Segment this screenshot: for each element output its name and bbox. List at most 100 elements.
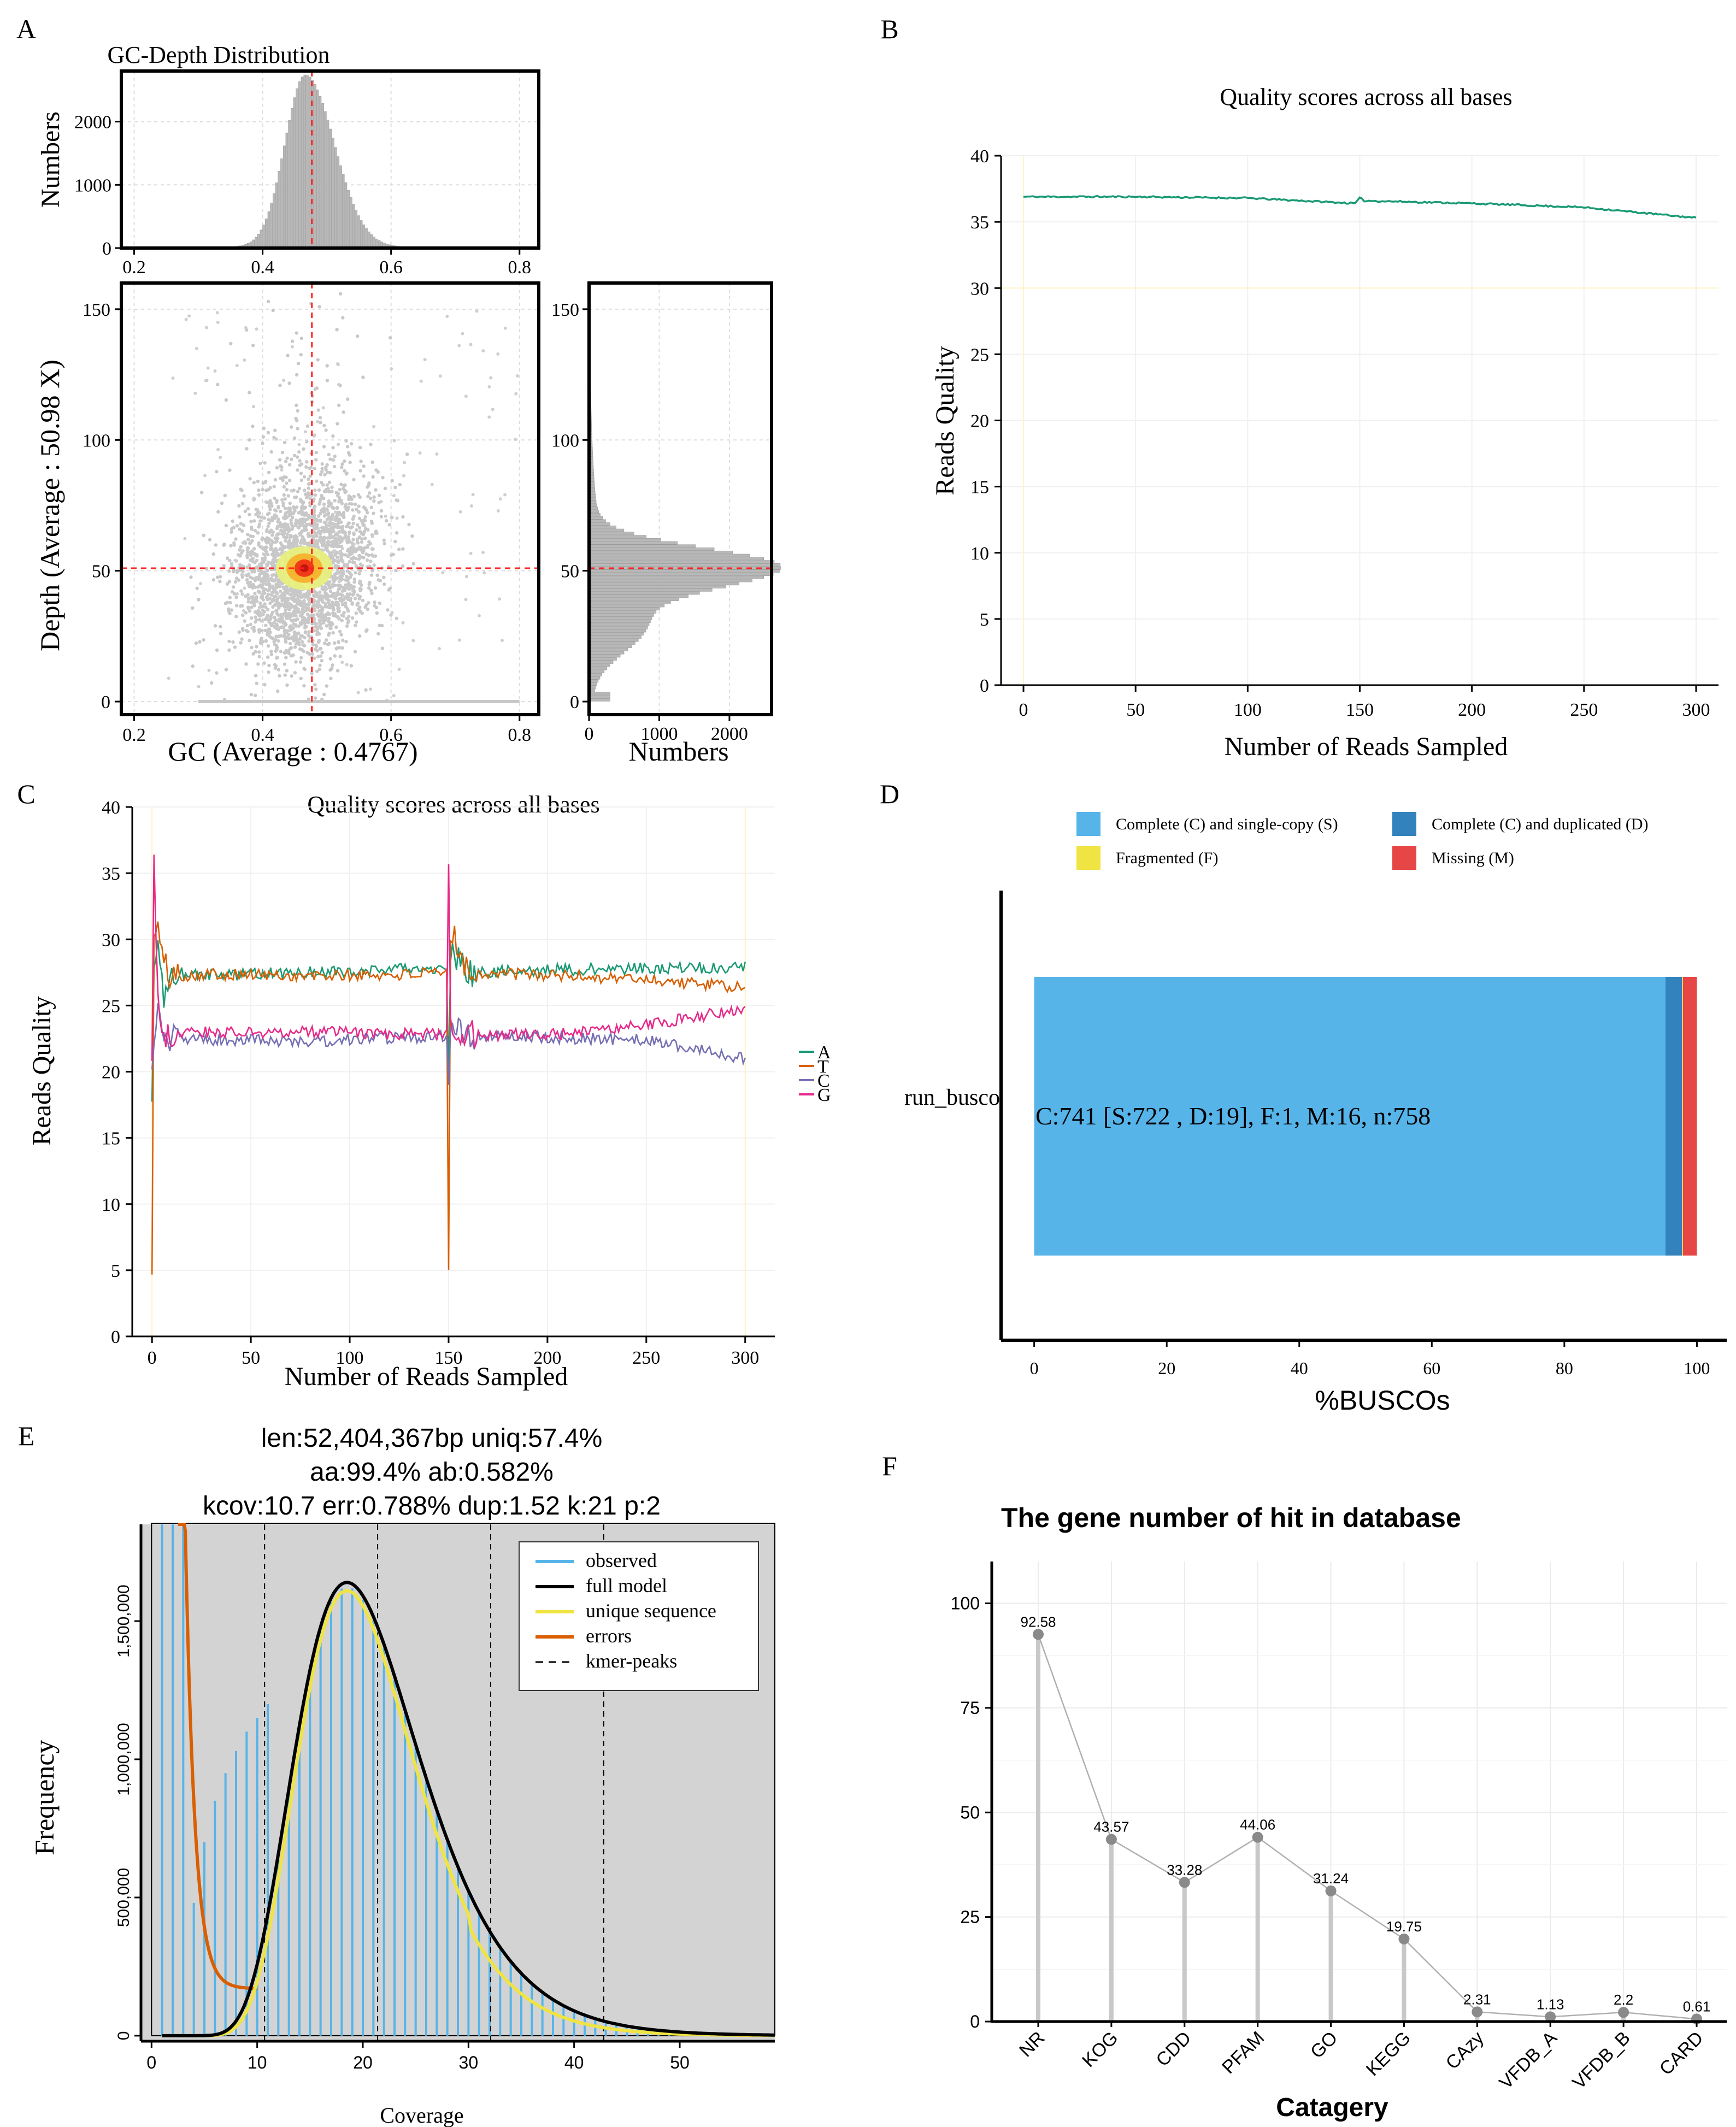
scatter-point [284,511,288,515]
y-tick-label: 25 [970,345,989,365]
scatter-point [272,621,276,625]
scatter-point [281,504,285,508]
scatter-point [290,674,293,678]
scatter-point [338,592,342,596]
scatter-point [225,582,229,586]
scatter-point [418,451,422,455]
scatter-point [314,687,318,691]
scatter-point [269,546,274,550]
hist-bar [273,193,275,249]
value-label: 44.06 [1240,1817,1275,1833]
scatter-point [331,631,335,635]
panel-d: Complete (C) and single-copy (S) Complete… [904,812,1727,1416]
scatter-point [337,640,340,645]
scatter-point [252,600,256,604]
scatter-point [203,474,207,478]
scatter-point [328,524,332,528]
scatter-point [291,516,295,520]
scatter-point [204,379,208,382]
y-axis-title: Reads Quality [931,346,960,495]
scatter-point [423,358,427,362]
scatter-point [319,421,322,425]
scatter-point [266,552,270,557]
scatter-point [296,526,301,529]
scatter-point [367,582,371,586]
scatter-point [274,644,279,647]
scatter-point [347,581,351,585]
scatter-point [317,640,321,644]
scatter-point [284,585,289,588]
scatter-point [284,649,288,653]
scatter-point [294,660,298,664]
scatter-point [410,534,414,538]
scatter-point [304,517,308,522]
scatter-point [248,391,251,394]
series-line-quality [1023,195,1697,219]
scatter-point [198,640,202,644]
x-axis-title: GC (Average : 0.4767) [168,736,417,767]
scatter-point [377,493,381,498]
scatter-point [184,317,188,321]
scatter-point [251,425,255,428]
panel-label-c: C [17,779,35,809]
scatter-point [304,624,308,628]
scatter-point [354,549,358,553]
scatter-point [287,540,291,544]
scatter-point [491,408,495,411]
scatter-point [401,547,405,551]
scatter-point [290,339,295,343]
scatter-point [498,497,502,501]
scatter-point [297,624,301,628]
scatter-point [243,358,246,362]
scatter-point [392,694,396,698]
scatter-point [249,616,254,620]
x-tick-label: 2000 [711,724,748,744]
hist-bar [298,81,301,249]
scatter-point [245,447,249,451]
scatter-point [320,611,323,615]
scatter-point [249,520,253,523]
scatter-point [319,473,323,476]
scatter-point [329,676,333,680]
scatter-point [350,502,354,506]
scatter-point [313,590,316,593]
scatter-point [343,459,346,463]
scatter-point [299,352,303,357]
scatter-point [349,572,352,576]
scatter-point [289,518,293,522]
scatter-point [199,491,204,494]
scatter-point [325,638,328,642]
scatter-point [252,568,256,573]
scatter-point [215,648,219,652]
scatter-point [321,536,325,540]
scatter-point [342,487,345,491]
scatter-point [348,575,352,580]
scatter-point [247,584,251,588]
scatter-point [296,594,301,599]
hist-bar [589,553,750,557]
scatter-point [246,597,251,600]
y-tick-label: 40 [970,146,989,167]
scatter-point [340,646,344,650]
scatter-point [238,515,242,519]
scatter-point [318,590,322,594]
hist-bar [267,211,270,249]
scatter-point [281,525,286,529]
scatter-point [303,528,307,532]
hist-bar [589,663,610,667]
scatter-point [194,641,198,645]
scatter-point [302,475,307,479]
scatter-point [322,692,326,697]
scatter-point [273,666,278,670]
scatter-point [254,585,257,589]
scatter-point [350,616,355,620]
hist-bar [589,638,639,642]
scatter-point [351,521,355,526]
scatter-point [291,627,295,631]
scatter-point [267,521,271,526]
scatter-point [496,509,500,513]
scatter-point [353,597,357,600]
scatter-point [302,599,306,603]
scatter-point [256,531,260,535]
scatter-point [239,589,243,593]
